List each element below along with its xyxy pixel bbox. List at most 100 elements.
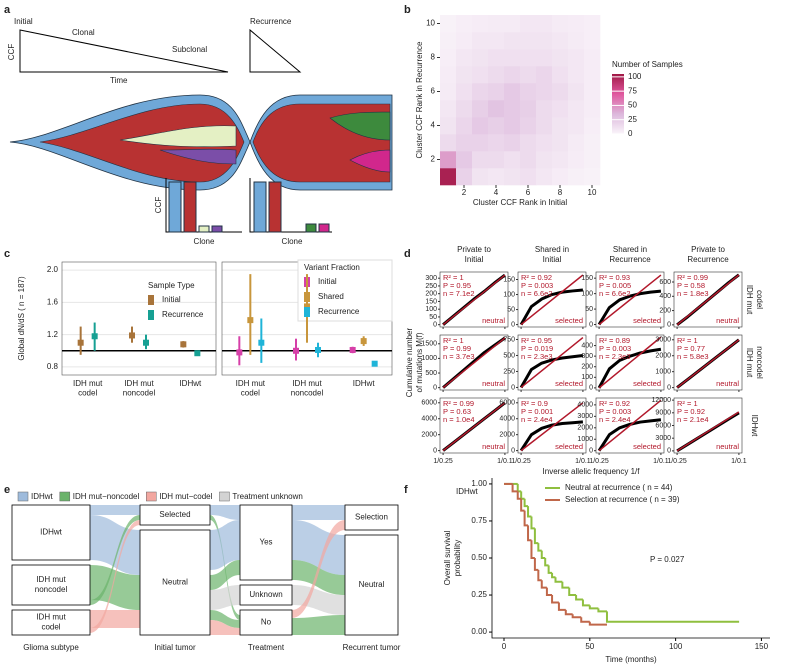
colorbar-label: 75: [628, 86, 637, 95]
y-tick-label: 250: [503, 368, 515, 375]
clone-bar: [318, 223, 330, 233]
survival-step: [523, 498, 529, 508]
heat-cell: [472, 83, 489, 101]
y-tick-label: 0: [511, 384, 515, 391]
y-tick-label: 200: [659, 307, 671, 314]
point: [91, 333, 98, 340]
y-tick-label: 1.2: [47, 330, 59, 339]
annotation: n = 6.6e2: [521, 289, 553, 298]
x-tick-label: 1/0.1: [653, 458, 669, 465]
subplot-frame: [673, 397, 743, 454]
heat-cell: [504, 83, 521, 101]
curve: [519, 288, 584, 326]
heat-cell: [456, 134, 473, 152]
flow: [292, 505, 345, 520]
annotation: P = 0.027: [650, 555, 685, 564]
survival-step: [547, 565, 553, 574]
annotation: R² = 0.92: [521, 273, 552, 282]
survival-step: [540, 550, 546, 559]
point: [371, 360, 378, 367]
curve: [519, 420, 584, 452]
y-axis-title: Cumulative number: [405, 327, 414, 397]
annotation: n = 2.4e4: [521, 415, 553, 424]
annotation: n = 5.8e3: [677, 352, 709, 361]
y-tick-label: 3000: [655, 435, 671, 442]
point: [129, 332, 135, 339]
flow: [210, 610, 240, 628]
annotation: R² = 0.99: [443, 399, 474, 408]
x-tick-label: IDH mut codel: [73, 379, 103, 398]
legend-label: Initial: [162, 295, 181, 304]
node-label: Neutral: [162, 578, 188, 587]
annotation: R² = 1: [677, 399, 698, 408]
survival-step: [523, 510, 529, 527]
x-axis-title: Cluster CCF Rank in Initial: [473, 198, 567, 207]
clone-bar: [305, 223, 317, 233]
annotation: R² = 1: [677, 336, 698, 345]
annotation: neutral: [716, 442, 739, 451]
y-tick-label: 10: [426, 19, 435, 28]
y-tick-label: 6: [431, 87, 436, 96]
legend-label: Shared: [318, 292, 344, 301]
heat-cell: [584, 49, 601, 67]
survival-step: [580, 617, 590, 623]
annotation: P = 0.003: [521, 281, 553, 290]
heat-cell: [456, 151, 473, 169]
y-tick-label: 1500: [421, 341, 437, 348]
label: Recurrence: [250, 17, 292, 26]
x-tick-label: 1/0.25: [589, 458, 609, 465]
legend-key: [304, 307, 310, 317]
y-tick-label: 100: [503, 291, 515, 298]
panel-label: c: [4, 248, 10, 260]
heat-cell: [488, 32, 505, 50]
legend-key: [17, 491, 29, 502]
heat-cell: [536, 117, 553, 135]
y-tick-label: 3000: [655, 337, 671, 344]
node: [11, 504, 91, 561]
node: [139, 529, 211, 636]
y-tick-label: 0: [667, 448, 671, 455]
x-axis-title: Time (months): [605, 655, 657, 664]
heat-cell: [472, 66, 489, 84]
heat-cell: [440, 66, 457, 84]
clone-bar: [268, 181, 282, 233]
annotation: n = 2.3e3: [599, 352, 631, 361]
row-title: IDHwt: [750, 415, 759, 438]
x-tick-label: 6: [526, 188, 531, 197]
flow: [90, 515, 140, 605]
y-tick-label: 1000: [577, 436, 593, 443]
survival-step: [605, 611, 740, 623]
row-title: noncodel: [755, 346, 764, 379]
survival-step: [545, 587, 553, 597]
heat-cell: [536, 168, 553, 186]
annotation: R² = 1: [443, 273, 464, 282]
column-title: Recurrence: [687, 255, 729, 264]
panel-label: a: [4, 4, 11, 16]
legend-label: Recurrence: [162, 310, 204, 319]
label: Initial: [14, 17, 33, 26]
heat-cell: [488, 100, 505, 118]
survival-step: [561, 581, 570, 589]
heat-cell: [504, 66, 521, 84]
label: Subclonal: [172, 45, 207, 54]
triangle: [19, 29, 229, 73]
y-tick-label: 250: [425, 283, 437, 290]
heat-cell: [472, 15, 489, 33]
label: Clonal: [72, 28, 95, 37]
column-title: Initial: [543, 255, 562, 264]
x-tick-label: 1/0.25: [511, 458, 531, 465]
x-tick-label: 100: [669, 642, 683, 651]
y-tick-label: 0.75: [471, 516, 487, 525]
x-tick-label: IDH mut noncodel: [291, 379, 324, 398]
heat-cell: [584, 32, 601, 50]
y-tick-label: 1000: [655, 369, 671, 376]
annotation: selected: [633, 379, 661, 388]
node: [239, 584, 293, 606]
legend-title: Number of Samples: [612, 60, 683, 69]
annotation: n = 3.7e3: [443, 352, 475, 361]
y-tick-label: 0: [589, 385, 593, 392]
survival-step: [537, 543, 542, 552]
fit-line: [598, 274, 662, 326]
heat-cell: [520, 134, 537, 152]
heat-cell: [488, 117, 505, 135]
